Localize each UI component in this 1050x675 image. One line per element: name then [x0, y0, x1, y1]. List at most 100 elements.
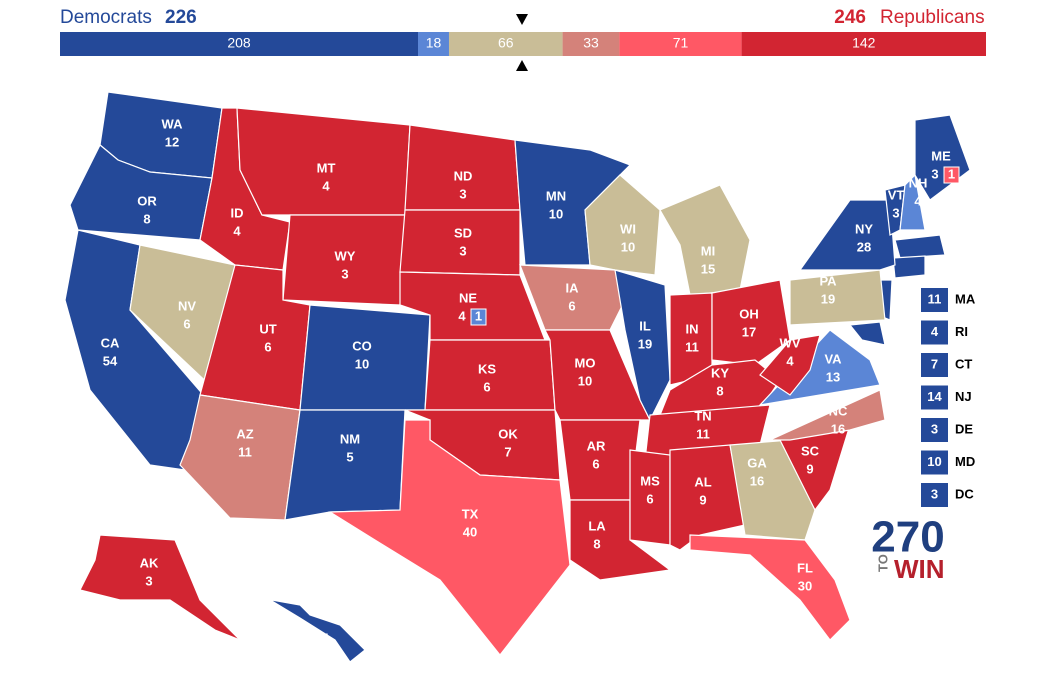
state-abbr: MN — [546, 188, 566, 203]
state-shape — [559, 419, 641, 501]
bar-segment-label: 208 — [227, 35, 251, 51]
logo: 270 TO WIN — [871, 513, 944, 584]
rep-label: Republicans — [880, 7, 985, 28]
state-ev: 10 — [549, 206, 563, 221]
state-ev: 4 — [786, 353, 794, 368]
logo-to: TO — [875, 554, 890, 572]
md-shape — [848, 321, 886, 346]
state-ev: 3 — [145, 573, 152, 588]
small-state-abbr: DC — [955, 486, 974, 501]
state-abbr: MI — [701, 243, 715, 258]
state-abbr: AR — [587, 438, 606, 453]
bar-segment-label: 71 — [673, 35, 689, 51]
district-box — [470, 308, 487, 326]
small-state-box — [921, 483, 948, 507]
state-abbr: ND — [454, 168, 473, 183]
bar-segment-label: 142 — [852, 35, 876, 51]
small-state-ev: 14 — [927, 389, 942, 404]
state-abbr: KS — [478, 361, 496, 376]
state-ev: 4 — [233, 223, 241, 238]
small-state-ev: 4 — [931, 324, 939, 339]
state-abbr: UT — [259, 321, 276, 336]
state-abbr: NE — [459, 290, 477, 305]
state-shape — [659, 184, 751, 296]
state-abbr: IA — [566, 280, 580, 295]
ma-shape — [894, 234, 946, 259]
state-ev: 4 — [914, 193, 922, 208]
state-abbr: MS — [640, 473, 660, 488]
small-states: 11 MA 4 RI 7 CT 14 NJ 3 DE 10 MD 3 DC — [921, 288, 976, 507]
state-abbr: IL — [639, 318, 651, 333]
state-ev: 10 — [621, 239, 635, 254]
small-state-abbr: RI — [955, 324, 968, 339]
state-ev: 17 — [742, 324, 756, 339]
small-state-box — [921, 288, 948, 312]
state-ev: 10 — [578, 373, 592, 388]
state-abbr: CO — [352, 338, 372, 353]
state-ev: 16 — [750, 473, 764, 488]
ct-shape — [892, 255, 926, 279]
state-ev: 3 — [892, 205, 899, 220]
state-abbr: AK — [140, 555, 159, 570]
state-shape — [798, 199, 896, 271]
logo-win: WIN — [894, 554, 945, 584]
bar-segment — [448, 32, 563, 56]
state-abbr: IN — [686, 321, 699, 336]
state-ev: 4 — [458, 308, 466, 323]
state-ev: 28 — [857, 239, 871, 254]
state-abbr: VA — [824, 351, 842, 366]
state-shape — [629, 449, 671, 546]
state-shape — [519, 264, 626, 331]
state-ev: 6 — [264, 339, 271, 354]
small-state-abbr: CT — [955, 356, 972, 371]
state-abbr: KY — [711, 365, 729, 380]
state-ev: 6 — [183, 316, 190, 331]
state-ev: 13 — [826, 369, 840, 384]
state-shape — [284, 409, 406, 521]
state-ev: 6 — [483, 379, 490, 394]
small-state-ev: 10 — [927, 454, 941, 469]
state-ev: 3 — [459, 243, 466, 258]
state-abbr: CA — [101, 335, 120, 350]
rep-total: 246 — [834, 7, 866, 28]
state-abbr: OR — [137, 193, 157, 208]
bar-segment-label: 66 — [498, 35, 514, 51]
dem-total: 226 — [165, 7, 197, 28]
state-shape — [584, 174, 661, 276]
state-ev: 7 — [504, 444, 511, 459]
district-ev: 1 — [475, 308, 482, 323]
state-abbr: WI — [620, 221, 636, 236]
state-shape — [327, 419, 571, 656]
logo-number: 270 — [871, 513, 944, 562]
state-ev: 9 — [699, 492, 706, 507]
state-ev: 8 — [593, 536, 600, 551]
state-abbr: NH — [909, 175, 928, 190]
state-abbr: PA — [819, 273, 837, 288]
tally-bar: 208 18 66 33 71 142 — [60, 32, 986, 56]
bar-segment — [418, 32, 449, 56]
state-ev: 15 — [701, 261, 715, 276]
bar-segment-label: 33 — [583, 35, 599, 51]
bar-segment — [562, 32, 620, 56]
small-state-ev: 3 — [931, 486, 938, 501]
state-abbr: MO — [575, 355, 596, 370]
state-ev: 6 — [592, 456, 599, 471]
state-abbr: HI — [316, 630, 329, 645]
state-abbr: NM — [340, 431, 360, 446]
small-state-abbr: MA — [955, 291, 976, 306]
small-state-box — [921, 320, 948, 345]
state-ev: 11 — [238, 444, 252, 459]
state-abbr: AL — [694, 474, 711, 489]
state-abbr: SD — [454, 225, 472, 240]
marker-bottom — [516, 60, 528, 71]
dem-label: Democrats — [60, 7, 152, 28]
marker-top — [516, 14, 528, 25]
state-abbr: ME — [931, 148, 951, 163]
state-shape — [711, 279, 791, 366]
state-ev: 3 — [931, 166, 938, 181]
state-abbr: WV — [780, 335, 801, 350]
state-abbr: SC — [801, 443, 820, 458]
state-shape — [769, 389, 886, 441]
state-abbr: TX — [462, 506, 479, 521]
state-abbr: NC — [829, 403, 848, 418]
